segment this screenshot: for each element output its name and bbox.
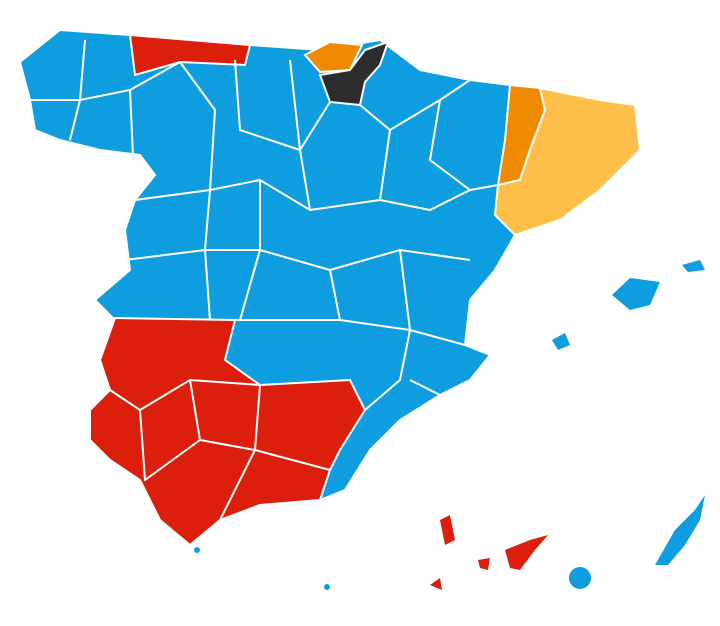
island [430,578,442,590]
region-orange-small [303,40,364,74]
region-black [318,40,390,107]
island [569,567,591,589]
island [478,558,490,570]
island [505,535,548,570]
islands [194,260,705,590]
region-red-south [89,316,367,547]
island [440,515,455,545]
island [194,547,200,553]
province-borders [30,39,499,521]
region-light-orange [493,86,642,237]
island [324,584,330,590]
region-red-north [128,33,252,77]
island [682,260,705,272]
island [552,333,570,350]
island [612,278,660,310]
island [655,495,705,565]
